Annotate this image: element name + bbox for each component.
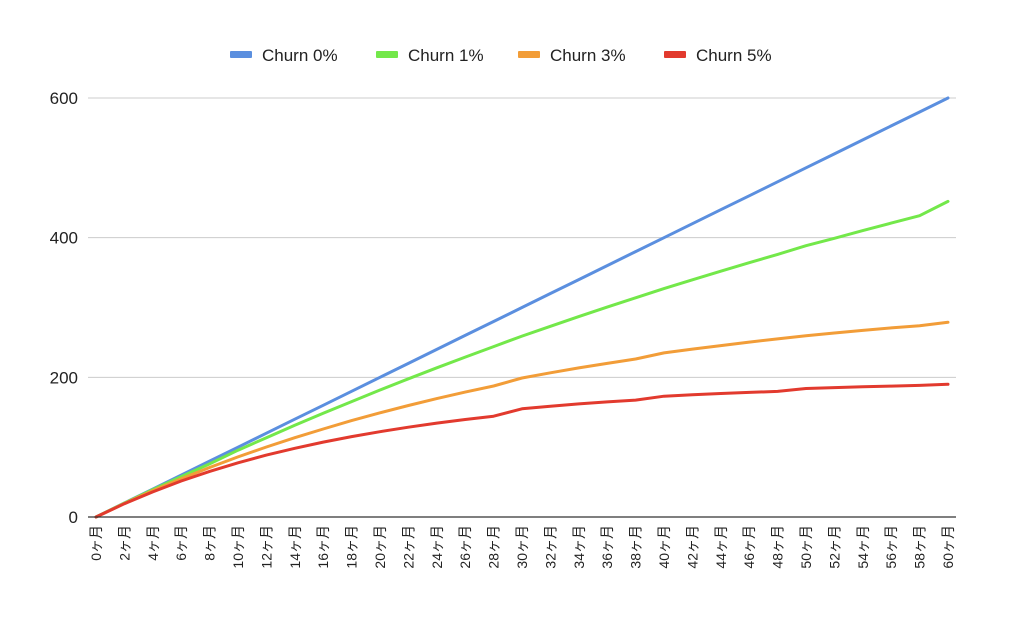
x-tick-label: 24ヶ月 xyxy=(429,525,445,569)
x-tick-label: 8ヶ月 xyxy=(202,525,218,561)
series-line-churn-0- xyxy=(94,96,950,519)
x-tick-label: 36ヶ月 xyxy=(599,525,615,569)
x-tick-label: 42ヶ月 xyxy=(684,525,700,569)
x-tick-label: 26ヶ月 xyxy=(457,525,473,569)
x-tick-label: 60ヶ月 xyxy=(940,525,956,569)
legend-swatch xyxy=(230,51,252,58)
x-tick-label: 58ヶ月 xyxy=(912,525,928,569)
y-tick-label: 0 xyxy=(69,508,78,527)
x-tick-label: 46ヶ月 xyxy=(741,525,757,569)
x-tick-label: 38ヶ月 xyxy=(628,525,644,569)
series-line-churn-3- xyxy=(94,320,950,519)
legend-item: Churn 3% xyxy=(518,46,626,65)
x-tick-label: 0ヶ月 xyxy=(88,525,104,561)
x-tick-label: 30ヶ月 xyxy=(514,525,530,569)
series-line-churn-5- xyxy=(94,382,950,519)
y-tick-label: 400 xyxy=(50,229,78,248)
x-tick-label: 18ヶ月 xyxy=(344,525,360,569)
legend-swatch xyxy=(376,51,398,58)
legend-label: Churn 3% xyxy=(550,46,626,65)
x-tick-label: 6ヶ月 xyxy=(173,525,189,561)
x-tick-label: 16ヶ月 xyxy=(315,525,331,569)
y-axis-ticks: 0 200 400 600 xyxy=(50,89,78,527)
x-tick-label: 4ヶ月 xyxy=(145,525,161,561)
x-tick-label: 50ヶ月 xyxy=(798,525,814,569)
x-tick-label: 40ヶ月 xyxy=(656,525,672,569)
x-tick-label: 20ヶ月 xyxy=(372,525,388,569)
legend-label: Churn 1% xyxy=(408,46,484,65)
y-tick-label: 200 xyxy=(50,368,78,387)
legend-swatch xyxy=(664,51,686,58)
x-tick-label: 2ヶ月 xyxy=(116,525,132,561)
legend-item: Churn 5% xyxy=(664,46,772,65)
legend-swatch xyxy=(518,51,540,58)
legend-label: Churn 5% xyxy=(696,46,772,65)
x-tick-label: 48ヶ月 xyxy=(770,525,786,569)
x-tick-label: 12ヶ月 xyxy=(258,525,274,569)
x-tick-label: 14ヶ月 xyxy=(287,525,303,569)
x-tick-label: 56ヶ月 xyxy=(883,525,899,569)
x-tick-label: 44ヶ月 xyxy=(713,525,729,569)
series-lines xyxy=(94,96,950,519)
x-tick-label: 34ヶ月 xyxy=(571,525,587,569)
series-line-churn-1- xyxy=(94,199,950,519)
legend-item: Churn 0% xyxy=(230,46,338,65)
x-tick-label: 52ヶ月 xyxy=(826,525,842,569)
x-axis-ticks: 0ヶ月 2ヶ月 4ヶ月 6ヶ月 8ヶ月 10ヶ月 12ヶ月 14ヶ月 16ヶ月 18ヶ月 20ヶ月 2… xyxy=(88,525,956,569)
x-tick-label: 28ヶ月 xyxy=(486,525,502,569)
legend-item: Churn 1% xyxy=(376,46,484,65)
x-tick-label: 54ヶ月 xyxy=(855,525,871,569)
legend: Churn 0% Churn 1% Churn 3% Churn 5% xyxy=(230,46,772,65)
x-tick-label: 22ヶ月 xyxy=(400,525,416,569)
x-tick-label: 10ヶ月 xyxy=(230,525,246,569)
legend-label: Churn 0% xyxy=(262,46,338,65)
y-tick-label: 600 xyxy=(50,89,78,108)
x-tick-label: 32ヶ月 xyxy=(542,525,558,569)
